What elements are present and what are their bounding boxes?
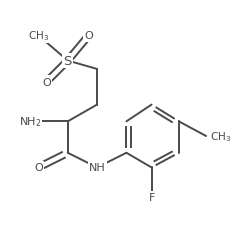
- Text: NH$_2$: NH$_2$: [19, 115, 41, 129]
- Text: S: S: [64, 55, 72, 68]
- Text: NH: NH: [89, 163, 106, 173]
- Text: O: O: [34, 163, 43, 173]
- Text: CH$_3$: CH$_3$: [210, 130, 231, 143]
- Text: F: F: [148, 192, 155, 202]
- Text: CH$_3$: CH$_3$: [28, 29, 49, 43]
- Text: O: O: [84, 31, 93, 41]
- Text: O: O: [42, 77, 51, 87]
